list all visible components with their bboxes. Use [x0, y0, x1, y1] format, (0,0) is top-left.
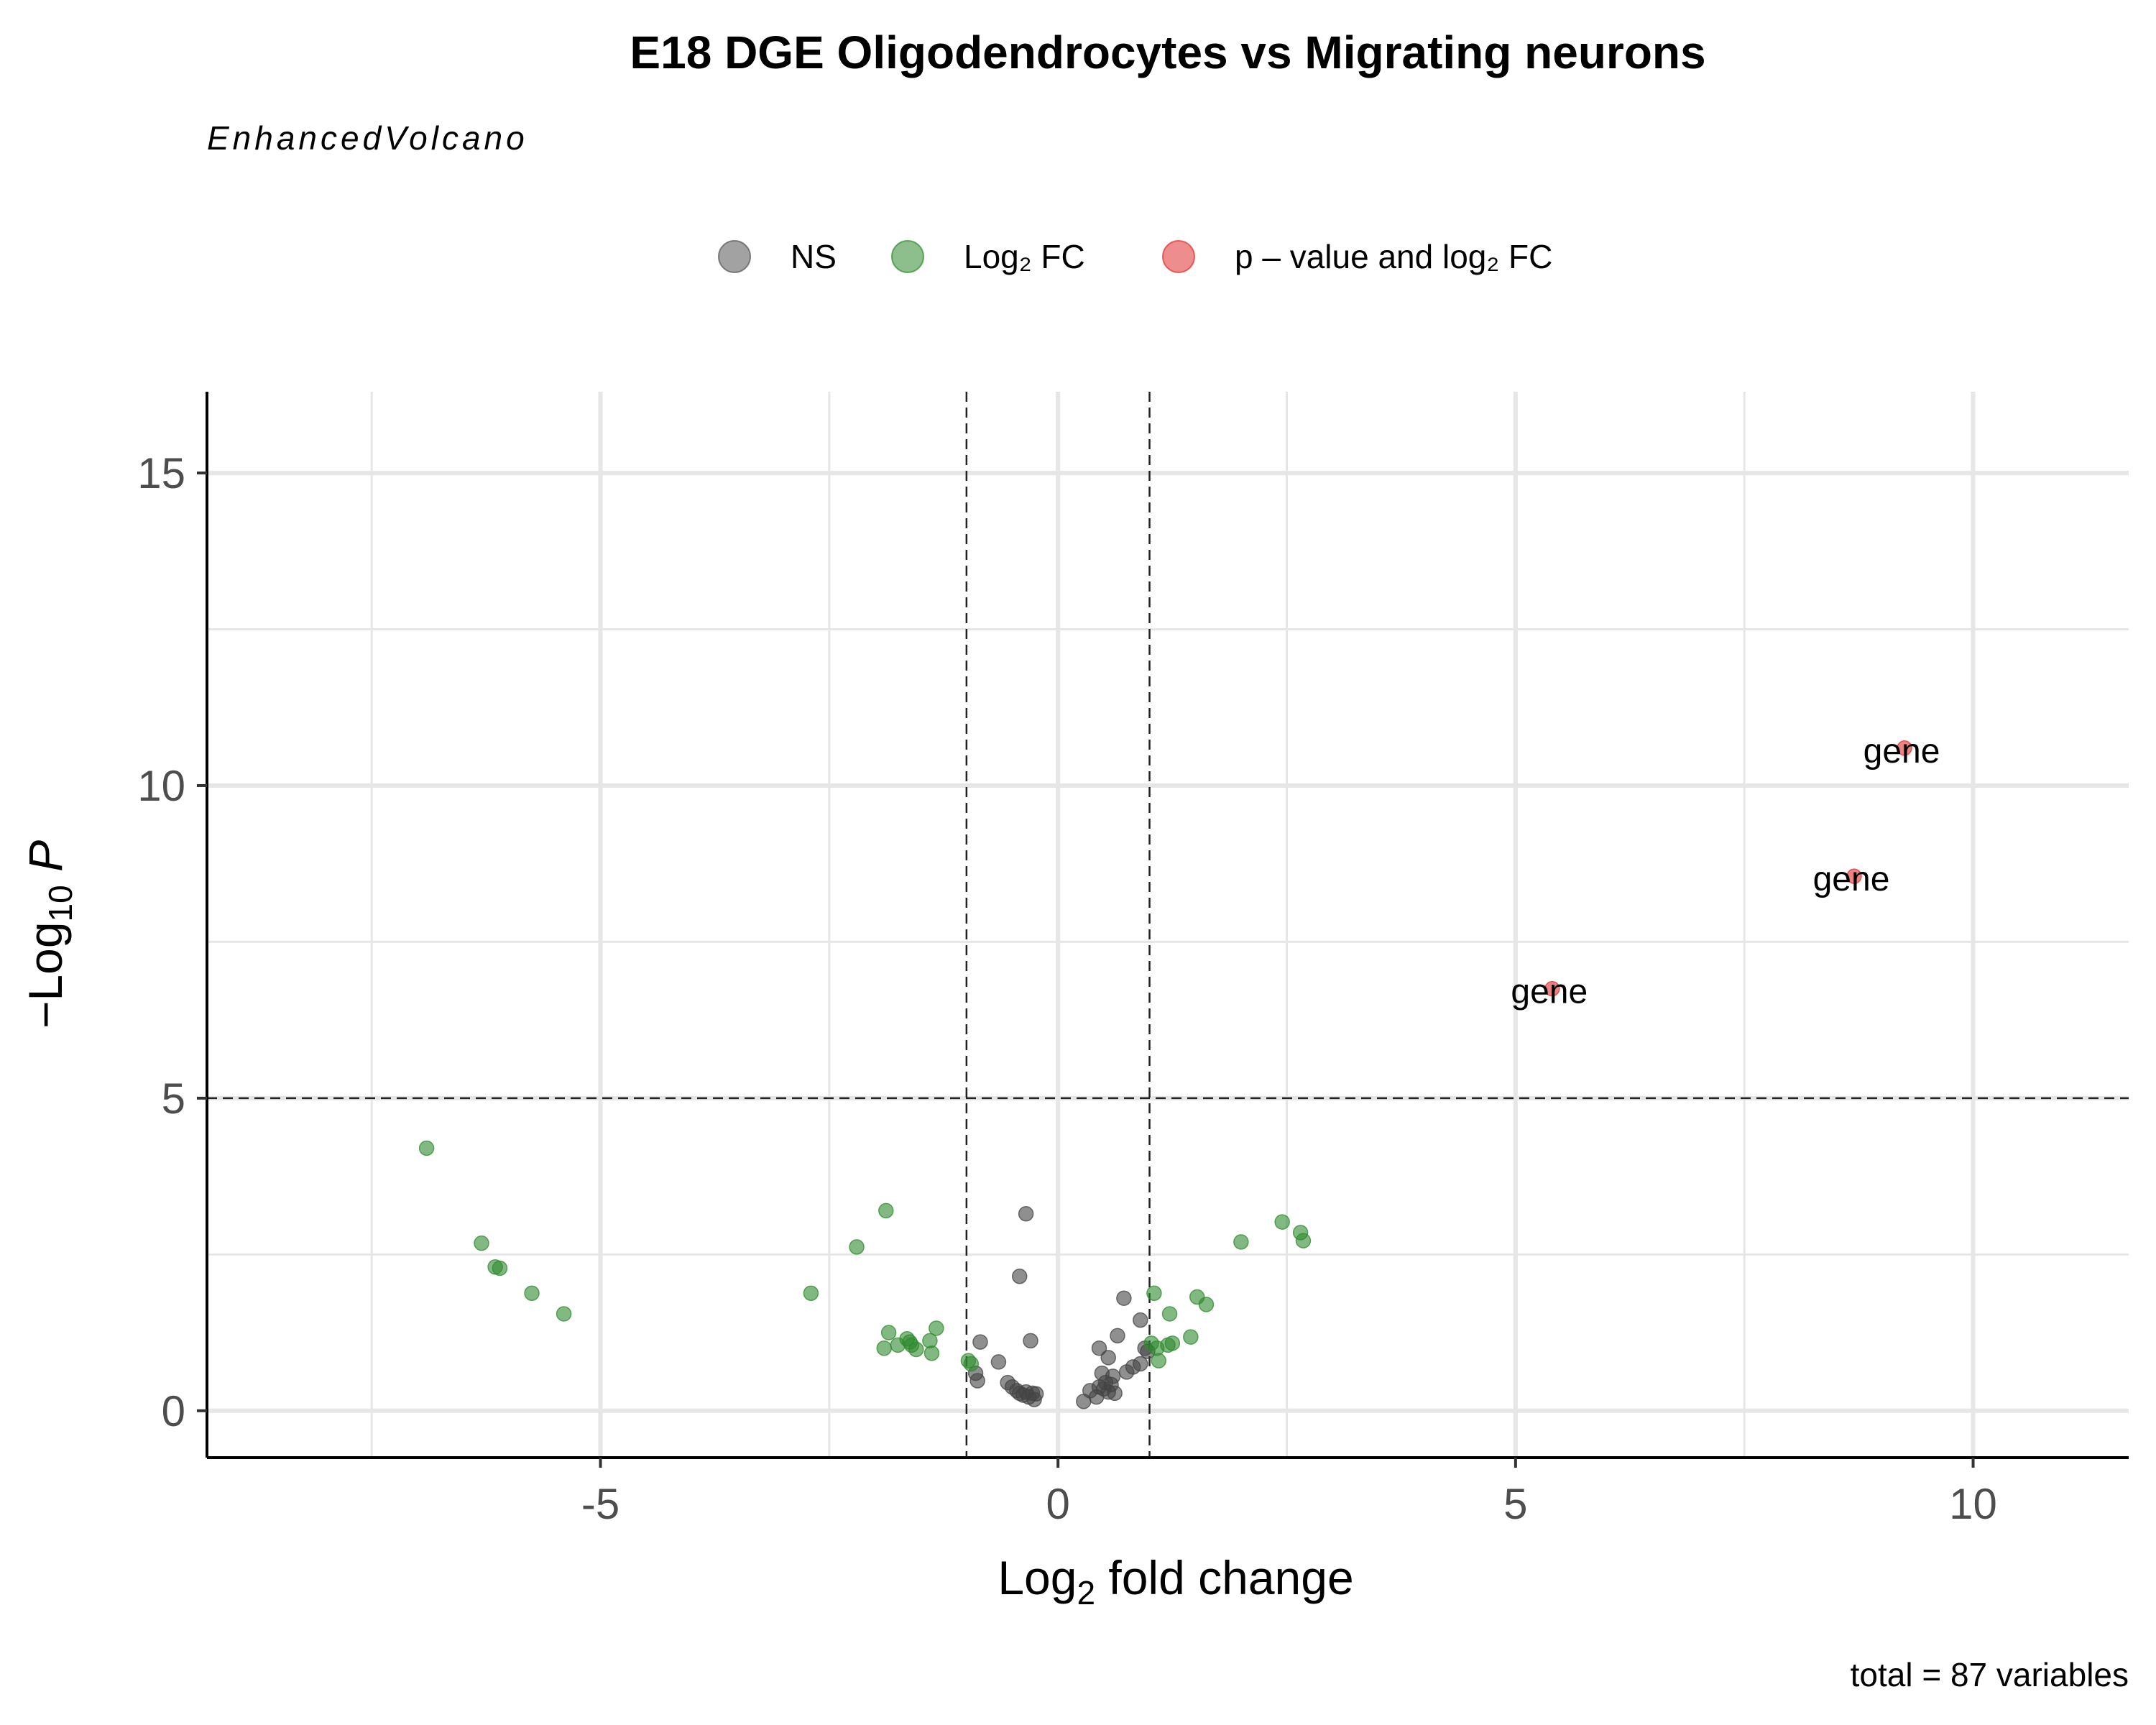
x-axis-title: Log2 fold change	[998, 1551, 1353, 1611]
point-label: gene	[1813, 860, 1890, 898]
data-point	[1011, 1269, 1028, 1284]
point-label: gene	[1864, 732, 1940, 770]
data-point	[969, 1373, 985, 1389]
data-point	[1091, 1340, 1107, 1356]
data-point	[963, 1356, 979, 1372]
legend-label: Log₂ FC	[964, 238, 1085, 275]
data-point	[990, 1354, 1007, 1370]
data-point	[1846, 868, 1862, 884]
tick-labels: -5 0 5 10 0 5 10 15	[137, 449, 1997, 1528]
data-points	[418, 740, 1912, 1409]
legend-item-both: p – value and log₂ FC	[1162, 238, 1552, 275]
data-point	[556, 1306, 572, 1322]
data-point	[1103, 1376, 1119, 1392]
axes	[206, 392, 2129, 1459]
cutoff-lines	[207, 392, 2129, 1458]
data-point	[474, 1235, 489, 1251]
chart-subtitle: EnhancedVolcano	[207, 119, 528, 157]
x-tick-label: 5	[1503, 1480, 1527, 1528]
point-labels: gene gene gene	[1511, 732, 1940, 1011]
data-point	[1161, 1306, 1178, 1322]
legend-item-ns: NS	[718, 238, 837, 275]
data-point	[1544, 980, 1560, 997]
data-point	[878, 1202, 894, 1219]
x-tick-label: 10	[1949, 1480, 1997, 1528]
y-tick-label: 15	[137, 449, 185, 497]
data-point	[1295, 1233, 1312, 1248]
data-point	[929, 1320, 944, 1336]
y-axis-title: −Log10 P	[19, 840, 79, 1029]
x-tick-label: -5	[581, 1480, 619, 1528]
data-point	[1146, 1285, 1162, 1301]
data-point	[1274, 1214, 1290, 1230]
caption: total = 87 variables	[1851, 1656, 2129, 1693]
legend-label: p – value and log₂ FC	[1235, 238, 1552, 275]
data-point	[1233, 1234, 1249, 1250]
legend-marker	[891, 240, 924, 273]
data-point	[1133, 1356, 1148, 1372]
data-point	[803, 1285, 819, 1301]
y-tick-label: 0	[162, 1387, 185, 1435]
chart-title: E18 DGE Oligodendrocytes vs Migrating ne…	[630, 27, 1705, 78]
data-point	[972, 1334, 988, 1350]
grid-lines	[207, 392, 2129, 1458]
point-label: gene	[1511, 973, 1588, 1011]
data-point	[418, 1140, 435, 1156]
data-point	[923, 1345, 940, 1361]
legend-item-fc: Log₂ FC	[891, 238, 1085, 275]
data-point	[1897, 740, 1912, 756]
data-point	[849, 1239, 865, 1255]
legend-label: NS	[791, 238, 837, 275]
data-point	[1198, 1297, 1215, 1312]
data-point	[1110, 1328, 1125, 1344]
legend-marker	[1162, 240, 1195, 273]
data-point	[1151, 1353, 1167, 1368]
data-point	[1183, 1329, 1199, 1345]
data-point	[880, 1325, 897, 1340]
data-point	[1133, 1312, 1148, 1328]
data-point	[1023, 1333, 1038, 1349]
data-point	[1164, 1335, 1181, 1351]
data-point	[1076, 1393, 1092, 1409]
y-tick-label: 5	[162, 1075, 185, 1123]
data-point	[1028, 1386, 1044, 1402]
data-point	[908, 1341, 924, 1358]
x-tick-label: 0	[1046, 1480, 1070, 1528]
legend-marker	[718, 240, 751, 273]
data-point	[524, 1285, 540, 1301]
y-tick-label: 10	[137, 762, 185, 810]
data-point	[492, 1260, 508, 1276]
data-point	[1088, 1389, 1105, 1405]
data-point	[1100, 1350, 1116, 1366]
data-point	[1018, 1206, 1034, 1222]
data-point	[1116, 1290, 1132, 1306]
data-point	[876, 1340, 893, 1356]
legend: NS Log₂ FC p – value and log₂ FC	[718, 238, 1552, 275]
